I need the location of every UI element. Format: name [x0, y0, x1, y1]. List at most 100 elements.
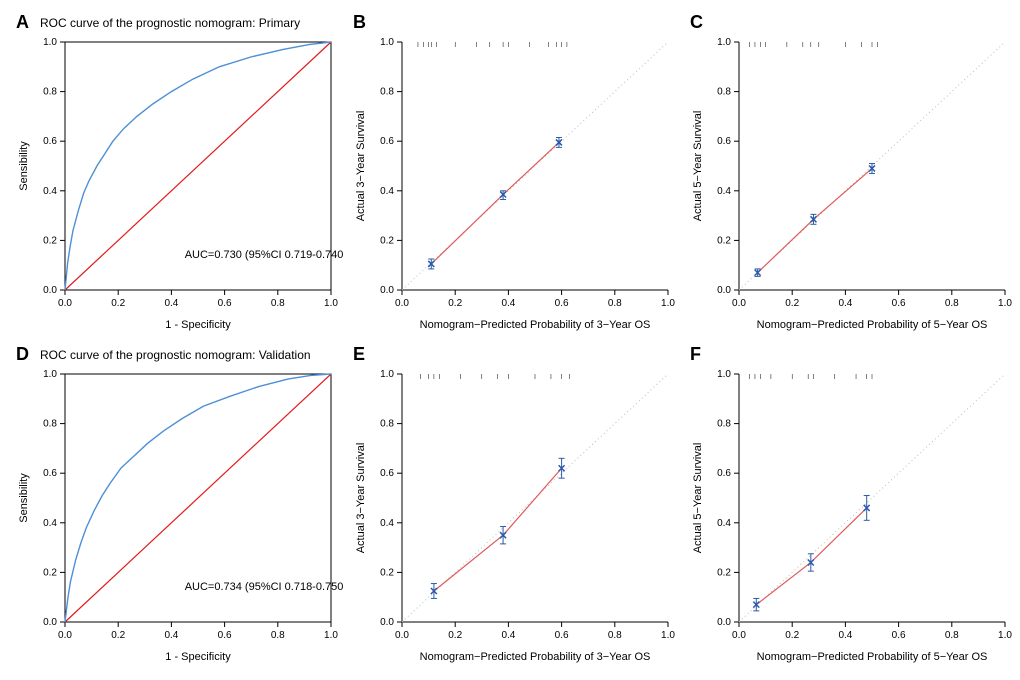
svg-text:0.0: 0.0 [732, 298, 746, 309]
svg-text:0.4: 0.4 [838, 298, 852, 309]
svg-text:Sensibility: Sensibility [18, 473, 30, 523]
svg-text:Actual 3−Year Survival: Actual 3−Year Survival [355, 111, 367, 222]
svg-text:Nomogram−Predicted Probability: Nomogram−Predicted Probability of 5−Year… [757, 319, 988, 331]
svg-text:0.2: 0.2 [448, 298, 462, 309]
svg-text:0.6: 0.6 [555, 298, 569, 309]
svg-text:ROC curve of the prognostic no: ROC curve of the prognostic nomogram: Va… [40, 348, 311, 362]
svg-text:0.2: 0.2 [111, 630, 125, 641]
svg-text:0.2: 0.2 [43, 235, 57, 246]
svg-text:0.2: 0.2 [43, 567, 57, 578]
svg-text:0.2: 0.2 [717, 567, 731, 578]
svg-text:AUC=0.734 (95%CI 0.718-0.750): AUC=0.734 (95%CI 0.718-0.750) [185, 581, 343, 593]
svg-text:0.6: 0.6 [717, 136, 731, 147]
svg-text:0.0: 0.0 [380, 285, 394, 296]
svg-text:1.0: 1.0 [998, 298, 1012, 309]
svg-text:0.8: 0.8 [608, 298, 622, 309]
svg-text:0.0: 0.0 [732, 630, 746, 641]
calibration-chart-5yr-validation: 0.00.20.40.60.81.00.00.20.40.60.81.0Nomo… [684, 342, 1017, 670]
svg-text:Nomogram−Predicted Probability: Nomogram−Predicted Probability of 5−Year… [757, 651, 988, 663]
svg-text:0.8: 0.8 [380, 419, 394, 430]
svg-text:0.8: 0.8 [43, 87, 57, 98]
svg-text:1.0: 1.0 [324, 630, 338, 641]
svg-text:1.0: 1.0 [998, 630, 1012, 641]
svg-text:0.4: 0.4 [501, 298, 515, 309]
svg-text:0.2: 0.2 [380, 235, 394, 246]
svg-text:0.4: 0.4 [164, 630, 178, 641]
svg-text:AUC=0.730 (95%CI 0.719-0.740): AUC=0.730 (95%CI 0.719-0.740) [185, 249, 343, 261]
svg-text:1.0: 1.0 [380, 37, 394, 48]
svg-text:ROC curve of the prognostic no: ROC curve of the prognostic nomogram: Pr… [40, 16, 300, 30]
svg-text:0.4: 0.4 [501, 630, 515, 641]
svg-text:0.2: 0.2 [717, 235, 731, 246]
svg-text:1 - Specificity: 1 - Specificity [165, 651, 231, 663]
panel-c: C 0.00.20.40.60.81.00.00.20.40.60.81.0No… [684, 10, 1017, 338]
svg-text:0.0: 0.0 [717, 617, 731, 628]
svg-text:0.4: 0.4 [380, 518, 394, 529]
svg-text:1.0: 1.0 [43, 37, 57, 48]
panel-label-e: E [353, 344, 365, 365]
svg-text:0.6: 0.6 [218, 298, 232, 309]
svg-text:1.0: 1.0 [661, 298, 675, 309]
panel-b: B 0.0 0.2 0.4 0.6 0.8 1.0 0.0 0.2 0.4 0.6 0.8 1.0 No… [347, 10, 680, 338]
svg-text:0.8: 0.8 [271, 630, 285, 641]
svg-text:0.2: 0.2 [111, 298, 125, 309]
panel-label-d: D [16, 344, 29, 365]
svg-text:0.6: 0.6 [717, 468, 731, 479]
panel-label-b: B [353, 12, 366, 33]
svg-text:1.0: 1.0 [324, 298, 338, 309]
svg-text:0.8: 0.8 [945, 630, 959, 641]
svg-text:0.0: 0.0 [395, 630, 409, 641]
panel-a: A ROC curve of the prognostic nomogram: … [10, 10, 343, 338]
svg-text:0.4: 0.4 [838, 630, 852, 641]
svg-text:Actual 5−Year Survival: Actual 5−Year Survival [692, 111, 704, 222]
svg-text:0.6: 0.6 [43, 136, 57, 147]
svg-text:1.0: 1.0 [717, 369, 731, 380]
svg-text:0.0: 0.0 [58, 298, 72, 309]
svg-text:1.0: 1.0 [717, 37, 731, 48]
panel-d: D ROC curve of the prognostic nomogram: … [10, 342, 343, 670]
svg-text:0.4: 0.4 [43, 186, 57, 197]
svg-text:Actual 5−Year Survival: Actual 5−Year Survival [692, 443, 704, 554]
svg-text:0.0: 0.0 [43, 617, 57, 628]
svg-text:0.8: 0.8 [608, 630, 622, 641]
svg-text:0.4: 0.4 [717, 186, 731, 197]
svg-text:0.4: 0.4 [164, 298, 178, 309]
svg-text:Sensibility: Sensibility [18, 141, 30, 191]
calibration-chart-3yr-validation: 0.00.20.40.60.81.00.00.20.40.60.81.0Nomo… [347, 342, 680, 670]
svg-text:0.0: 0.0 [380, 617, 394, 628]
svg-text:0.0: 0.0 [58, 630, 72, 641]
panel-label-a: A [16, 12, 29, 33]
panel-label-c: C [690, 12, 703, 33]
roc-chart-primary: ROC curve of the prognostic nomogram: Pr… [10, 10, 343, 338]
svg-text:Nomogram−Predicted Probability: Nomogram−Predicted Probability of 3−Year… [420, 651, 651, 663]
svg-text:0.6: 0.6 [380, 136, 394, 147]
svg-text:1.0: 1.0 [43, 369, 57, 380]
svg-text:0.0: 0.0 [395, 298, 409, 309]
calibration-chart-5yr-primary: 0.00.20.40.60.81.00.00.20.40.60.81.0Nomo… [684, 10, 1017, 338]
svg-text:0.2: 0.2 [380, 567, 394, 578]
figure-grid: A ROC curve of the prognostic nomogram: … [10, 10, 1010, 670]
svg-text:0.6: 0.6 [380, 468, 394, 479]
svg-text:0.6: 0.6 [892, 298, 906, 309]
svg-text:0.2: 0.2 [785, 298, 799, 309]
svg-text:0.8: 0.8 [717, 419, 731, 430]
svg-text:0.2: 0.2 [448, 630, 462, 641]
panel-label-f: F [690, 344, 701, 365]
svg-text:0.8: 0.8 [271, 298, 285, 309]
svg-text:1 - Specificity: 1 - Specificity [165, 319, 231, 331]
svg-text:0.4: 0.4 [717, 518, 731, 529]
svg-text:0.6: 0.6 [218, 630, 232, 641]
svg-text:0.4: 0.4 [43, 518, 57, 529]
panel-f: F 0.00.20.40.60.81.00.00.20.40.60.81.0No… [684, 342, 1017, 670]
svg-text:Actual 3−Year Survival: Actual 3−Year Survival [355, 443, 367, 554]
panel-e: E 0.00.20.40.60.81.00.00.20.40.60.81.0No… [347, 342, 680, 670]
calibration-chart-3yr-primary: 0.0 0.2 0.4 0.6 0.8 1.0 0.0 0.2 0.4 0.6 0.8 1.0 Nomo… [347, 10, 680, 338]
svg-text:0.6: 0.6 [892, 630, 906, 641]
svg-text:0.6: 0.6 [555, 630, 569, 641]
svg-text:1.0: 1.0 [661, 630, 675, 641]
svg-text:0.4: 0.4 [380, 186, 394, 197]
svg-text:0.8: 0.8 [945, 298, 959, 309]
svg-text:0.8: 0.8 [380, 87, 394, 98]
svg-text:Nomogram−Predicted Probability: Nomogram−Predicted Probability of 3−Year… [420, 319, 651, 331]
svg-text:0.8: 0.8 [43, 419, 57, 430]
